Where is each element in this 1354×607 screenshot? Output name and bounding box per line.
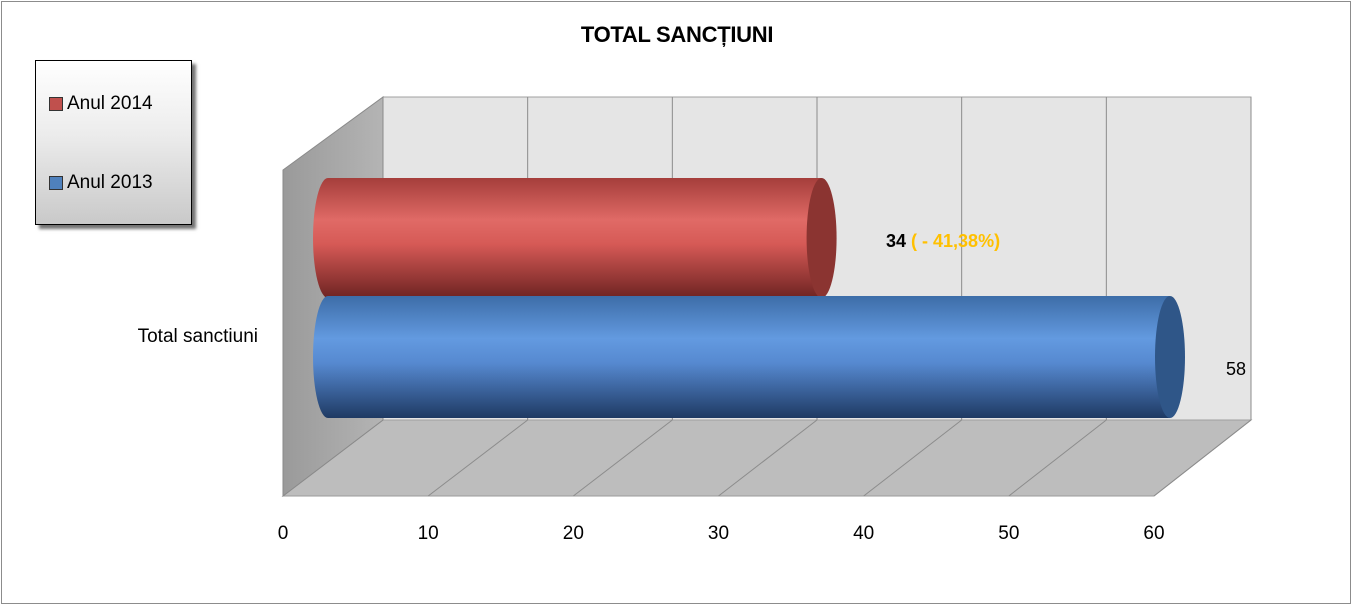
gridline-floor [1153, 419, 1252, 497]
chart-legend: Anul 2014 Anul 2013 [35, 60, 192, 225]
x-tick-label: 10 [418, 523, 439, 544]
gridline-floor [1008, 419, 1107, 497]
gridline-floor [718, 419, 818, 497]
legend-swatch-2013 [49, 176, 63, 190]
x-tick-label: 60 [1143, 523, 1164, 544]
x-tick-label: 50 [998, 523, 1019, 544]
chart-title: TOTAL SANCȚIUNI [580, 22, 774, 47]
legend-item-2014: Anul 2014 [49, 93, 153, 115]
gridline-floor [573, 419, 673, 497]
data-label-2013: 58 [1226, 359, 1246, 379]
category-label: Total sanctiuni [138, 326, 258, 347]
data-label-2014: 34 ( - 41,38%) [886, 231, 1000, 251]
bar-2014 [313, 178, 822, 298]
gridline-floor [427, 419, 528, 497]
legend-label-2013: Anul 2013 [67, 172, 153, 193]
bar-2013 [313, 296, 1170, 418]
legend-swatch-2014 [49, 97, 63, 111]
x-tick-label: 0 [278, 523, 289, 544]
gridline-floor [863, 419, 962, 497]
x-tick-label: 20 [563, 523, 584, 544]
x-tick-label: 40 [853, 523, 874, 544]
x-tick-label: 30 [708, 523, 729, 544]
legend-item-2013: Anul 2013 [49, 172, 153, 194]
legend-label-2014: Anul 2014 [67, 93, 153, 114]
bar-cap-2014 [806, 178, 837, 298]
bar-cap-2013 [1155, 296, 1185, 418]
